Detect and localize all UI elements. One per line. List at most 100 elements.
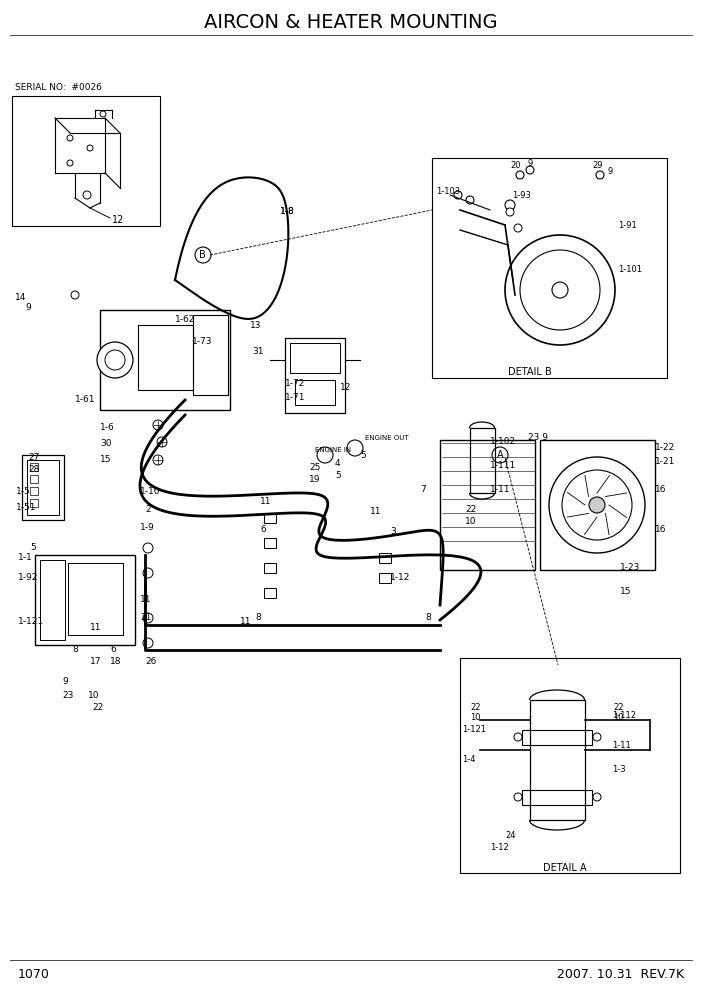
Circle shape xyxy=(153,420,163,430)
Text: 13: 13 xyxy=(250,320,262,329)
Text: 8: 8 xyxy=(255,612,260,622)
Circle shape xyxy=(317,447,333,463)
Bar xyxy=(264,538,276,548)
Text: 23: 23 xyxy=(62,690,74,699)
Bar xyxy=(30,475,38,483)
Text: 1-111: 1-111 xyxy=(490,460,516,469)
Bar xyxy=(12,96,160,226)
Text: SERIAL NO:  #0026: SERIAL NO: #0026 xyxy=(15,83,102,92)
Circle shape xyxy=(105,350,125,370)
Text: 1-72: 1-72 xyxy=(285,379,305,388)
Text: 1-3: 1-3 xyxy=(612,766,625,775)
Text: 1-1: 1-1 xyxy=(18,553,33,561)
Circle shape xyxy=(526,166,534,174)
Text: 1-112: 1-112 xyxy=(612,710,636,719)
Bar xyxy=(193,315,228,395)
Text: 26: 26 xyxy=(145,658,157,667)
Text: 10: 10 xyxy=(88,690,100,699)
Text: 1-22: 1-22 xyxy=(655,442,675,451)
Text: 1-12: 1-12 xyxy=(490,843,509,852)
Bar xyxy=(264,563,276,573)
Text: B: B xyxy=(199,250,206,260)
Circle shape xyxy=(506,208,514,216)
Text: 9: 9 xyxy=(62,678,68,686)
Text: 9: 9 xyxy=(608,168,614,177)
Text: 9: 9 xyxy=(527,159,533,168)
Text: 20: 20 xyxy=(511,161,522,170)
Text: 2: 2 xyxy=(145,506,151,515)
Text: 1-73: 1-73 xyxy=(192,337,213,346)
Text: 1-8: 1-8 xyxy=(280,207,295,216)
Text: 1-21: 1-21 xyxy=(655,457,675,466)
Text: 4: 4 xyxy=(335,458,340,467)
Text: 23 9: 23 9 xyxy=(528,433,548,441)
Bar xyxy=(138,325,193,390)
Text: 8: 8 xyxy=(425,612,431,622)
Text: 5: 5 xyxy=(360,450,366,459)
Bar xyxy=(30,487,38,495)
Circle shape xyxy=(100,111,106,117)
Text: 28: 28 xyxy=(28,465,39,474)
Text: ENGINE IN: ENGINE IN xyxy=(315,447,351,453)
Circle shape xyxy=(593,793,601,801)
Bar xyxy=(264,513,276,523)
Circle shape xyxy=(466,196,474,204)
Bar xyxy=(290,343,340,373)
Text: 1-12: 1-12 xyxy=(390,572,411,581)
Text: 11: 11 xyxy=(240,617,251,627)
Circle shape xyxy=(505,235,615,345)
Bar xyxy=(540,440,655,570)
Text: 6: 6 xyxy=(260,526,266,535)
Text: 22: 22 xyxy=(465,506,476,515)
Text: 29: 29 xyxy=(592,161,603,170)
Circle shape xyxy=(143,613,153,623)
Text: 15: 15 xyxy=(620,587,632,596)
Bar xyxy=(68,563,123,635)
Text: A: A xyxy=(497,450,503,460)
Bar xyxy=(470,428,495,493)
Bar xyxy=(522,730,592,745)
Text: 1-121: 1-121 xyxy=(462,725,486,734)
Bar xyxy=(30,499,38,507)
Circle shape xyxy=(83,191,91,199)
Bar xyxy=(379,573,391,583)
Circle shape xyxy=(157,437,167,447)
Text: 12: 12 xyxy=(340,384,352,393)
Text: 22: 22 xyxy=(613,703,623,712)
Bar xyxy=(522,790,592,805)
Text: 1-10: 1-10 xyxy=(140,487,161,497)
Bar xyxy=(530,700,585,820)
Circle shape xyxy=(87,145,93,151)
Text: 5: 5 xyxy=(335,470,340,479)
Text: 7: 7 xyxy=(420,485,425,494)
Text: 8: 8 xyxy=(72,646,78,655)
Text: 17: 17 xyxy=(90,658,102,667)
Circle shape xyxy=(562,470,632,540)
Text: 1-71: 1-71 xyxy=(285,393,305,402)
Text: 18: 18 xyxy=(110,658,121,667)
Circle shape xyxy=(505,200,515,210)
Text: 3: 3 xyxy=(390,528,396,537)
Text: DETAIL A: DETAIL A xyxy=(543,863,587,873)
Text: 1-102: 1-102 xyxy=(490,437,516,446)
Text: AIRCON & HEATER MOUNTING: AIRCON & HEATER MOUNTING xyxy=(204,13,498,32)
Bar xyxy=(440,440,535,570)
Circle shape xyxy=(143,638,153,648)
Bar xyxy=(432,158,667,378)
Text: 19: 19 xyxy=(309,475,321,484)
Circle shape xyxy=(596,171,604,179)
Bar xyxy=(460,658,680,873)
Circle shape xyxy=(520,250,600,330)
Text: 1-8: 1-8 xyxy=(280,207,295,216)
Circle shape xyxy=(143,568,153,578)
Circle shape xyxy=(67,135,73,141)
Text: 11: 11 xyxy=(370,508,381,517)
Text: 16: 16 xyxy=(655,485,666,494)
Text: 1-61: 1-61 xyxy=(75,396,95,405)
Text: 21: 21 xyxy=(140,612,152,622)
Text: 1-92: 1-92 xyxy=(18,572,39,581)
Text: 1-4: 1-4 xyxy=(462,756,475,765)
Text: 12: 12 xyxy=(112,215,124,225)
Text: 10: 10 xyxy=(465,518,477,527)
Bar xyxy=(285,338,345,413)
